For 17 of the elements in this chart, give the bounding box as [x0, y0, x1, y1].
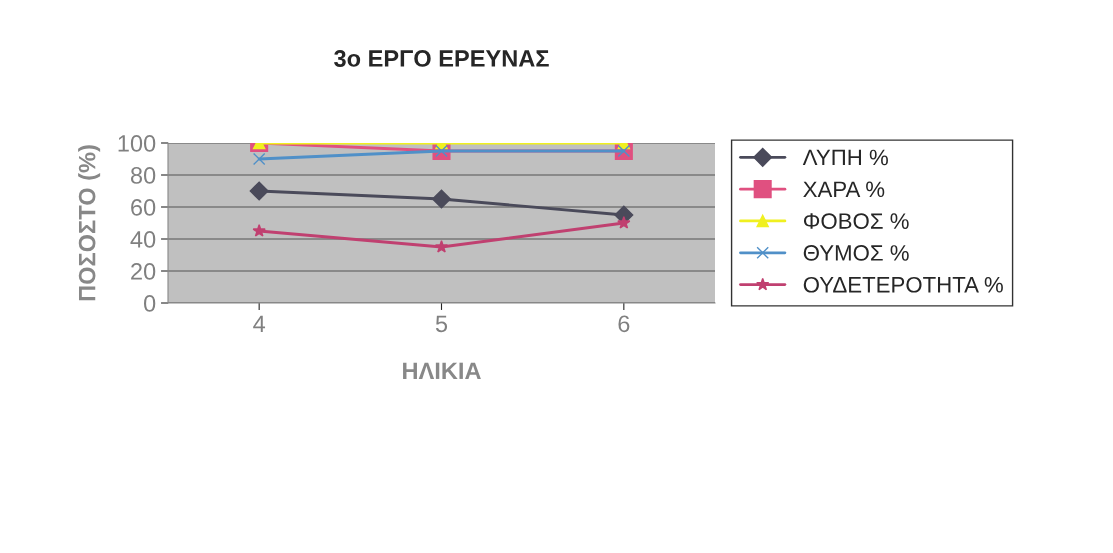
x-tick-label: 6 — [618, 315, 630, 333]
legend-label: ΟΥΔΕΤΕΡΟΤΗΤΑ % — [803, 276, 1003, 293]
y-tick-label: 80 — [130, 167, 156, 184]
y-axis-title: ΠΟΣΟΣΤΟ (%) — [78, 145, 101, 301]
x-axis-title: ΗΛΙΚΙΑ — [403, 362, 481, 379]
y-tick-label: 20 — [131, 263, 156, 280]
legend-label: ΘΥΜΟΣ % — [803, 245, 909, 261]
legend-label: ΛΥΠΗ % — [802, 149, 888, 166]
x-tick-label: 5 — [435, 315, 448, 333]
y-tick-label: 60 — [131, 199, 156, 216]
chart-title: 3ο ΕΡΓΟ ΕΡΕΥΝΑΣ — [334, 50, 549, 67]
legend-label: ΦΟΒΟΣ % — [803, 213, 909, 229]
y-tick-label: 0 — [143, 295, 156, 312]
legend-label: ΧΑΡΑ % — [803, 181, 885, 198]
y-tick-label: 100 — [118, 135, 156, 152]
y-tick-label: 40 — [130, 231, 156, 248]
x-tick-label: 4 — [253, 315, 266, 332]
